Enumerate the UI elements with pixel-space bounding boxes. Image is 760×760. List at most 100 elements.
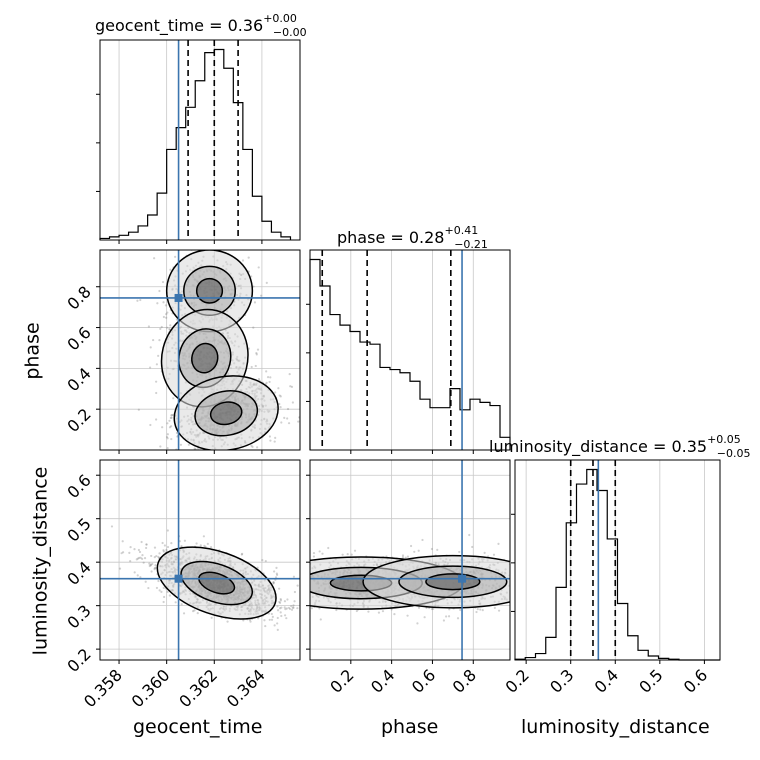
scatter-phase-vs-luminosity_distance-point-401 [432,607,435,610]
scatter-geocent_time-vs-luminosity_distance-point-891 [202,535,205,538]
hist-geocent_time-frame [99,39,301,241]
scatter-geocent_time-vs-phase-point-188 [170,437,173,441]
scatter-phase-vs-luminosity_distance-point-1209 [350,553,353,556]
scatter-phase-vs-luminosity_distance-point-672 [430,547,434,551]
scatter-phase-vs-luminosity_distance-point-235 [536,579,538,581]
scatter-phase-vs-luminosity_distance-point-232 [293,558,295,560]
scatter-phase-vs-luminosity_distance-point-1158 [335,608,338,612]
scatter-geocent_time-vs-luminosity_distance-point-436 [141,557,144,560]
scatter-geocent_time-vs-phase-point-607 [278,394,281,397]
scatter-geocent_time-vs-phase-point-1114 [252,285,255,288]
scatter-geocent_time-vs-phase-yticklabel-3: 0.8 [63,282,94,313]
scatter-geocent_time-vs-luminosity_distance-samples [110,525,300,635]
scatter-geocent_time-vs-phase-point-1180 [273,440,276,443]
scatter-phase-vs-luminosity_distance-point-1122 [563,569,565,571]
scatter-geocent_time-vs-luminosity_distance-point-336 [128,551,131,554]
scatter-geocent_time-vs-phase-point-182 [172,397,175,400]
scatter-phase-vs-luminosity_distance-point-779 [306,596,308,598]
scatter-geocent_time-vs-phase-point-454 [274,391,277,394]
scatter-geocent_time-vs-luminosity_distance-xticklabel-0: 0.358 [80,665,126,711]
scatter-phase-vs-luminosity_distance-point-267 [531,591,533,593]
scatter-geocent_time-vs-luminosity_distance-point-5 [136,574,139,577]
scatter-geocent_time-vs-luminosity_distance-point-256 [192,610,195,613]
scatter-phase-vs-luminosity_distance-point-153 [458,550,461,554]
scatter-phase-vs-luminosity_distance-point-90 [393,612,396,616]
scatter-geocent_time-vs-luminosity_distance-point-815 [174,601,177,604]
scatter-phase-vs-luminosity_distance-point-767 [306,572,308,574]
scatter-phase-vs-luminosity_distance-point-1149 [291,580,293,582]
scatter-phase-vs-luminosity_distance-point-245 [381,610,385,613]
scatter-phase-vs-luminosity_distance-point-172 [296,595,298,597]
scatter-phase-vs-luminosity_distance-point-35 [302,592,304,594]
scatter-geocent_time-vs-luminosity_distance-point-715 [290,605,293,608]
scatter-geocent_time-vs-luminosity_distance-point-773 [283,614,287,617]
scatter-phase-vs-luminosity_distance-point-625 [284,586,286,588]
scatter-phase-vs-luminosity_distance-point-133 [288,564,290,566]
scatter-phase-vs-luminosity_distance-point-866 [529,583,531,585]
scatter-geocent_time-vs-luminosity_distance-point-1242 [147,586,150,590]
scatter-geocent_time-vs-phase-point-1230 [160,325,163,329]
scatter-geocent_time-vs-phase-point-1297 [222,456,224,458]
scatter-phase-vs-luminosity_distance-point-871 [319,618,322,621]
scatter-phase-vs-luminosity_distance-point-327 [286,566,288,568]
scatter-phase-vs-luminosity_distance-point-714 [294,582,296,584]
scatter-phase-vs-luminosity_distance-point-27 [528,563,530,565]
scatter-geocent_time-vs-luminosity_distance-point-544 [279,598,282,601]
scatter-phase-vs-luminosity_distance-point-968 [479,608,482,611]
scatter-geocent_time-vs-luminosity_distance-point-303 [151,562,154,566]
scatter-geocent_time-vs-luminosity_distance-point-907 [203,544,206,547]
scatter-geocent_time-vs-phase-point-80 [269,376,272,379]
scatter-phase-vs-luminosity_distance-point-140 [471,545,474,549]
scatter-phase-vs-luminosity_distance-point-927 [493,606,496,610]
scatter-geocent_time-vs-phase-point-952 [155,380,158,383]
scatter-phase-vs-luminosity_distance-point-399 [304,585,306,587]
scatter-phase-vs-luminosity_distance-point-477 [302,577,304,579]
scatter-geocent_time-vs-luminosity_distance-point-1067 [278,607,282,610]
scatter-phase-vs-luminosity_distance-point-627 [295,569,297,571]
scatter-phase-vs-luminosity_distance-point-913 [536,577,538,579]
scatter-phase-vs-luminosity_distance-point-134 [517,578,519,580]
scatter-geocent_time-vs-luminosity_distance-point-340 [160,590,163,593]
scatter-phase-vs-luminosity_distance-point-538 [301,567,303,569]
scatter-phase-vs-luminosity_distance-point-852 [447,615,451,618]
scatter-phase-vs-luminosity_distance-point-1391 [284,596,286,598]
scatter-geocent_time-vs-luminosity_distance-point-98 [293,600,296,603]
scatter-phase-vs-luminosity_distance-point-485 [547,567,549,569]
scatter-geocent_time-vs-luminosity_distance-point-1329 [183,539,187,542]
scatter-geocent_time-vs-luminosity_distance-xticklabel-2: 0.362 [175,665,221,711]
scatter-geocent_time-vs-luminosity_distance-point-1017 [166,529,169,532]
scatter-phase-vs-luminosity_distance-point-441 [520,588,522,590]
scatter-phase-vs-luminosity_distance-xticklabel-1: 0.4 [367,665,398,696]
scatter-geocent_time-vs-luminosity_distance-point-555 [168,594,171,597]
scatter-geocent_time-vs-luminosity_distance-xticklabel-1: 0.360 [128,665,174,711]
scatter-geocent_time-vs-phase-point-695 [166,422,169,425]
scatter-phase-vs-luminosity_distance-point-1143 [533,576,535,578]
scatter-geocent_time-vs-luminosity_distance-point-982 [272,582,275,585]
scatter-geocent_time-vs-phase-point-1289 [168,419,171,422]
scatter-geocent_time-vs-phase-point-777 [250,365,253,369]
scatter-phase-vs-luminosity_distance-point-1041 [442,619,446,622]
scatter-phase-vs-luminosity_distance-point-1298 [406,614,409,617]
scatter-phase-vs-luminosity_distance-point-820 [262,567,264,569]
scatter-phase-vs-luminosity_distance-point-881 [497,609,501,612]
scatter-phase-vs-luminosity_distance-point-135 [296,596,298,598]
scatter-phase-vs-luminosity_distance-point-863 [406,555,410,558]
scatter-geocent_time-vs-luminosity_distance-point-1216 [293,590,297,594]
scatter-phase-vs-luminosity_distance-point-334 [115,572,117,574]
scatter-geocent_time-vs-luminosity_distance-point-926 [150,570,153,573]
scatter-geocent_time-vs-luminosity_distance-point-745 [118,567,122,570]
scatter-geocent_time-vs-phase-point-892 [250,444,253,447]
scatter-geocent_time-vs-phase-point-546 [268,380,271,384]
scatter-phase-vs-luminosity_distance-point-963 [526,588,528,590]
scatter-phase-vs-luminosity_distance-point-660 [409,544,413,548]
scatter-phase-vs-luminosity_distance-point-608 [289,601,291,603]
scatter-geocent_time-vs-phase-yticklabel-2: 0.6 [63,323,94,354]
scatter-geocent_time-vs-phase-point-385 [251,445,254,449]
scatter-geocent_time-vs-phase-point-231 [200,454,202,456]
scatter-geocent_time-vs-phase-point-535 [193,447,196,450]
scatter-phase-vs-luminosity_distance-point-766 [516,566,518,568]
title-luminosity-distance: luminosity_distance = 0.35+0.05−0.05 [489,433,751,460]
scatter-geocent_time-vs-phase-point-855 [147,325,150,328]
scatter-geocent_time-vs-luminosity_distance-point-906 [275,572,278,575]
